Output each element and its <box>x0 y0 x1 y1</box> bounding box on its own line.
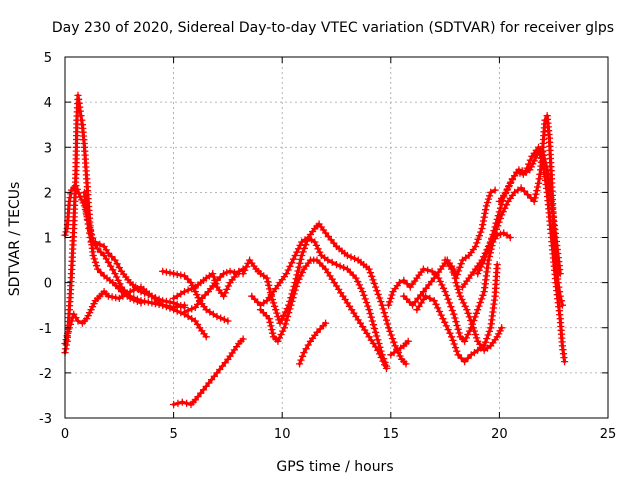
series-track-4 <box>80 188 189 311</box>
series-markers <box>387 337 412 359</box>
series-track-15 <box>400 256 506 354</box>
series-trace <box>258 258 389 370</box>
series-track-7 <box>180 267 243 316</box>
y-tick-label: -2 <box>39 367 52 382</box>
series-track-8 <box>170 335 247 409</box>
y-tick-label: -1 <box>39 322 52 337</box>
series-markers <box>256 256 391 372</box>
chart-title: Day 230 of 2020, Sidereal Day-to-day VTE… <box>52 20 614 36</box>
series-track-14 <box>385 229 514 345</box>
series-track-13 <box>387 337 412 359</box>
series-layer <box>61 91 569 409</box>
x-tick-label: 15 <box>383 427 400 442</box>
grid-lines <box>65 57 608 418</box>
series-trace <box>172 337 245 407</box>
series-track-9 <box>239 220 410 368</box>
y-tick-label: 4 <box>44 96 52 111</box>
series-markers <box>170 335 247 409</box>
series-track-19 <box>474 148 569 366</box>
y-tick-labels: -3 -2 -1 0 1 2 3 4 5 <box>39 51 52 427</box>
series-track-12 <box>296 319 330 368</box>
series-markers <box>441 186 499 282</box>
axis-ticks <box>64 56 609 419</box>
series-track-16 <box>413 261 501 366</box>
series-markers <box>248 233 391 370</box>
series-markers <box>495 143 564 278</box>
series-markers <box>296 319 330 368</box>
y-tick-label: -3 <box>39 412 52 427</box>
series-markers <box>80 188 189 311</box>
x-tick-label: 5 <box>169 427 177 442</box>
x-tick-label: 20 <box>491 427 508 442</box>
x-tick-label: 10 <box>274 427 291 442</box>
series-track-17 <box>441 186 499 282</box>
series-markers <box>61 182 210 341</box>
series-track-2 <box>61 182 210 341</box>
x-tick-label: 0 <box>61 427 69 442</box>
y-tick-label: 2 <box>44 186 52 201</box>
y-axis-label: SDTVAR / TECUs <box>7 182 23 297</box>
series-track-6 <box>170 265 247 302</box>
y-tick-label: 1 <box>44 232 52 247</box>
series-markers <box>239 220 410 368</box>
y-tick-label: 5 <box>44 51 52 66</box>
y-tick-label: 3 <box>44 141 52 156</box>
x-tick-label: 25 <box>600 427 617 442</box>
series-track-10 <box>248 233 391 370</box>
series-markers <box>170 265 247 302</box>
series-track-20 <box>495 143 564 278</box>
x-tick-labels: 0 5 10 15 20 25 <box>61 427 616 442</box>
series-track-11 <box>256 256 391 372</box>
y-tick-label: 0 <box>44 277 52 292</box>
series-markers <box>180 267 243 316</box>
series-markers <box>474 148 569 366</box>
x-axis-label: GPS time / hours <box>276 459 393 475</box>
series-markers <box>413 261 501 366</box>
